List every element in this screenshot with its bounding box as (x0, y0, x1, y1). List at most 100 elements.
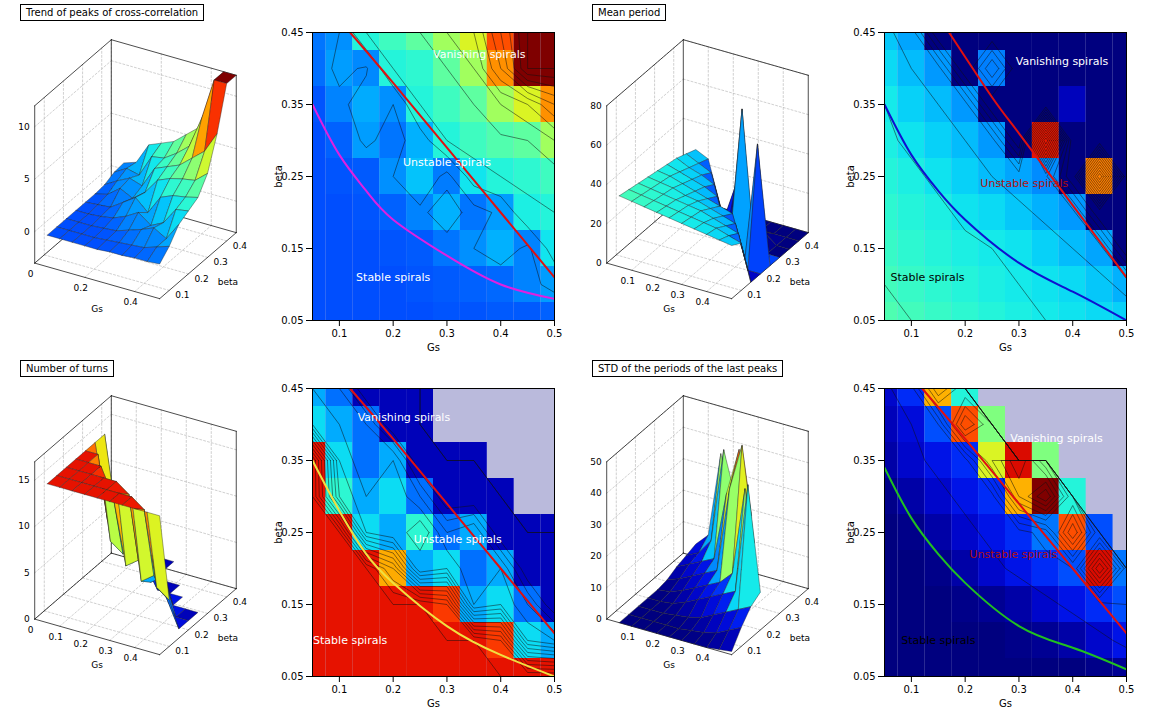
svg-text:0.25: 0.25 (853, 171, 875, 182)
svg-text:beta: beta (273, 521, 284, 544)
svg-text:Stable spirals: Stable spirals (890, 271, 964, 284)
svg-text:0.3: 0.3 (1011, 328, 1027, 339)
svg-text:0.05: 0.05 (853, 315, 875, 326)
svg-text:Gs: Gs (91, 304, 103, 314)
svg-text:0.5: 0.5 (1119, 328, 1135, 339)
svg-text:0.25: 0.25 (281, 527, 303, 538)
svg-text:Unstable spirals: Unstable spirals (980, 177, 1068, 190)
svg-text:0.3: 0.3 (786, 613, 800, 623)
svg-text:Vanishing spirals: Vanishing spirals (358, 411, 451, 424)
svg-text:0.2: 0.2 (766, 274, 780, 284)
svg-text:Vanishing spirals: Vanishing spirals (1016, 55, 1109, 68)
svg-text:0.1: 0.1 (903, 684, 919, 695)
svg-text:0: 0 (28, 269, 34, 279)
svg-text:Gs: Gs (427, 698, 440, 709)
svg-text:Gs: Gs (999, 698, 1012, 709)
svg-text:0.4: 0.4 (124, 653, 139, 663)
svg-text:0.4: 0.4 (124, 297, 139, 307)
svg-text:Unstable spirals: Unstable spirals (403, 156, 491, 169)
svg-text:10: 10 (18, 521, 30, 531)
svg-text:0.15: 0.15 (853, 599, 875, 610)
svg-text:5: 5 (24, 568, 30, 578)
svg-text:0.5: 0.5 (547, 684, 563, 695)
svg-text:Gs: Gs (663, 304, 675, 314)
svg-text:0: 0 (24, 614, 30, 624)
svg-text:0.1: 0.1 (621, 276, 635, 286)
svg-text:80: 80 (590, 101, 602, 111)
svg-text:0.5: 0.5 (547, 328, 563, 339)
svg-text:0.2: 0.2 (74, 639, 88, 649)
svg-text:0.4: 0.4 (233, 241, 248, 251)
svg-text:0.15: 0.15 (281, 599, 303, 610)
svg-text:0.3: 0.3 (214, 257, 228, 267)
svg-text:0.2: 0.2 (646, 283, 660, 293)
svg-text:Stable spirals: Stable spirals (901, 634, 975, 647)
svg-text:5: 5 (24, 174, 30, 184)
svg-text:Vanishing spirals: Vanishing spirals (433, 48, 526, 61)
svg-text:0.2: 0.2 (194, 630, 208, 640)
svg-text:0.2: 0.2 (957, 684, 973, 695)
svg-text:50: 50 (590, 457, 602, 467)
svg-text:0.5: 0.5 (1119, 684, 1135, 695)
svg-text:0.1: 0.1 (903, 328, 919, 339)
svg-text:0.1: 0.1 (747, 646, 761, 656)
svg-text:20: 20 (590, 219, 602, 229)
svg-text:0.35: 0.35 (281, 99, 303, 110)
svg-text:Stable spirals: Stable spirals (356, 271, 430, 284)
svg-text:0.1: 0.1 (331, 328, 347, 339)
svg-text:0.15: 0.15 (853, 243, 875, 254)
svg-text:beta: beta (790, 633, 810, 643)
svg-text:0.2: 0.2 (194, 274, 208, 284)
svg-text:0.35: 0.35 (853, 455, 875, 466)
svg-text:beta: beta (790, 277, 810, 287)
svg-text:0.4: 0.4 (233, 597, 248, 607)
svg-text:40: 40 (590, 488, 602, 498)
svg-text:0.2: 0.2 (646, 639, 660, 649)
svg-text:0: 0 (596, 614, 602, 624)
svg-text:beta: beta (218, 277, 238, 287)
svg-text:0.3: 0.3 (439, 328, 455, 339)
svg-text:0.35: 0.35 (281, 455, 303, 466)
svg-text:0.3: 0.3 (671, 290, 685, 300)
svg-text:0.05: 0.05 (853, 671, 875, 682)
svg-text:0.05: 0.05 (281, 671, 303, 682)
svg-text:beta: beta (845, 165, 856, 188)
svg-text:0.4: 0.4 (805, 597, 820, 607)
svg-text:60: 60 (590, 140, 602, 150)
svg-text:0.1: 0.1 (331, 684, 347, 695)
svg-text:0.4: 0.4 (493, 328, 509, 339)
svg-text:beta: beta (218, 633, 238, 643)
svg-text:20: 20 (590, 551, 602, 561)
svg-text:Gs: Gs (663, 660, 675, 670)
svg-text:0.3: 0.3 (439, 684, 455, 695)
svg-text:0.2: 0.2 (74, 283, 88, 293)
svg-text:Stable spirals: Stable spirals (313, 634, 387, 647)
svg-text:0.3: 0.3 (99, 646, 113, 656)
svg-text:0.1: 0.1 (49, 632, 63, 642)
svg-text:30: 30 (590, 520, 602, 530)
svg-text:10: 10 (18, 122, 30, 132)
svg-text:0.25: 0.25 (853, 527, 875, 538)
svg-text:0.45: 0.45 (853, 27, 875, 38)
svg-text:0.2: 0.2 (385, 684, 401, 695)
svg-text:Unstable spirals: Unstable spirals (414, 533, 502, 546)
svg-text:0.45: 0.45 (281, 27, 303, 38)
svg-text:0.1: 0.1 (747, 290, 761, 300)
svg-text:Unstable spirals: Unstable spirals (970, 548, 1058, 561)
svg-text:0.05: 0.05 (281, 315, 303, 326)
svg-text:0: 0 (28, 625, 34, 635)
svg-text:0.4: 0.4 (805, 241, 820, 251)
svg-text:0.25: 0.25 (281, 171, 303, 182)
svg-text:0.2: 0.2 (766, 630, 780, 640)
svg-text:0.4: 0.4 (1065, 328, 1081, 339)
svg-text:0.3: 0.3 (671, 646, 685, 656)
svg-text:Vanishing spirals: Vanishing spirals (1010, 432, 1103, 445)
svg-text:0.1: 0.1 (175, 290, 189, 300)
svg-text:0.4: 0.4 (696, 653, 711, 663)
svg-text:0.1: 0.1 (175, 646, 189, 656)
svg-text:Gs: Gs (999, 342, 1012, 353)
svg-text:0.4: 0.4 (1065, 684, 1081, 695)
svg-text:0.45: 0.45 (853, 383, 875, 394)
svg-text:15: 15 (18, 475, 29, 485)
svg-text:beta: beta (845, 521, 856, 544)
